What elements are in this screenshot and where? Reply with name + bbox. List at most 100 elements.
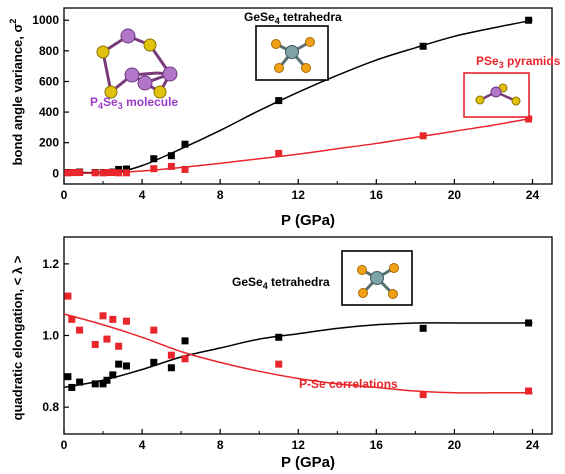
- y-tick-label: 800: [39, 44, 59, 58]
- bottom-y-ticks: 0.8 1.0 1.2: [42, 257, 69, 414]
- bottom-y-axis-label: quadratic elongation, < λ >: [10, 255, 25, 420]
- series-2-point: [122, 169, 130, 177]
- series-2-point: [99, 169, 107, 177]
- series-1-point: [275, 97, 283, 105]
- x-tick-label: 8: [217, 438, 224, 452]
- p4se3-molecule-label: P4Se3 molecule: [90, 95, 178, 111]
- series-2-point: [122, 317, 130, 325]
- series-2-point: [109, 315, 117, 323]
- series-2-point: [76, 169, 84, 177]
- series-1-point: [275, 333, 283, 341]
- series-2-point: [419, 391, 427, 399]
- bottom-gese4-label: GeSe4 tetrahedra: [232, 275, 330, 291]
- series-2-point: [109, 169, 117, 177]
- series-2-point: [275, 149, 283, 157]
- top-gese4-tetrahedron-image: [271, 37, 315, 73]
- series-1-point: [64, 373, 72, 381]
- bottom-fit-lines: [63, 313, 533, 394]
- series-2-point: [167, 162, 175, 170]
- x-tick-label: 4: [139, 438, 146, 452]
- series-2-point: [150, 165, 158, 173]
- p4se3-molecule-image: [96, 28, 178, 99]
- series-2-point: [525, 387, 533, 395]
- series-1-fit-line: [63, 19, 533, 174]
- series-2-fit-line: [63, 313, 533, 394]
- bottom-x-axis-label: P (GPa): [281, 454, 335, 471]
- y-tick-label: 1000: [32, 13, 59, 27]
- series-1-point: [419, 324, 427, 332]
- series-1-point: [122, 362, 130, 370]
- y-tick-label: 0: [52, 166, 59, 180]
- series-2-point: [150, 326, 158, 334]
- top-fit-lines: [63, 19, 533, 175]
- y-tick-label: 0.8: [42, 400, 59, 414]
- series-1-fit-line: [63, 322, 533, 389]
- series-2-point: [91, 340, 99, 348]
- top-y-axis-label: bond angle variance, σ2: [8, 19, 25, 166]
- series-2-point: [115, 342, 123, 350]
- series-2-point: [419, 132, 427, 140]
- series-2-fit-line: [63, 117, 533, 175]
- series-1-point: [91, 380, 99, 388]
- x-tick-label: 16: [370, 188, 384, 202]
- series-2-point: [64, 292, 72, 300]
- x-tick-label: 12: [292, 188, 306, 202]
- top-plot-frame: [63, 7, 553, 185]
- top-data-points: [64, 16, 533, 177]
- series-2-point: [181, 355, 189, 363]
- x-tick-label: 0: [61, 188, 68, 202]
- series-1-point: [122, 165, 130, 173]
- y-tick-label: 1.2: [42, 257, 59, 271]
- series-1-point: [115, 360, 123, 368]
- top-gese4-label: GeSe4 tetrahedra: [244, 10, 342, 26]
- pse3-pyramids-label: PSe3 pyramids: [476, 54, 561, 70]
- series-2-point: [103, 169, 111, 177]
- x-tick-label: 20: [448, 438, 462, 452]
- bottom-x-ticks: 0 4 8 12 16 20 24: [61, 429, 540, 452]
- top-x-axis-label: P (GPa): [281, 212, 335, 229]
- series-2-point: [115, 169, 123, 177]
- y-tick-label: 200: [39, 136, 59, 150]
- x-tick-label: 24: [526, 188, 540, 202]
- series-1-point: [99, 380, 107, 388]
- x-tick-label: 16: [370, 438, 384, 452]
- series-1-point: [109, 371, 117, 379]
- series-2-point: [103, 335, 111, 343]
- x-tick-label: 20: [448, 188, 462, 202]
- series-1-point: [181, 140, 189, 148]
- series-2-point: [525, 115, 533, 123]
- series-2-point: [68, 315, 76, 323]
- series-1-point: [525, 319, 533, 327]
- series-1-point: [68, 383, 76, 391]
- series-2-point: [275, 360, 283, 368]
- y-tick-label: 600: [39, 74, 59, 88]
- series-1-point: [76, 378, 84, 386]
- series-1-point: [103, 376, 111, 384]
- series-1-point: [167, 364, 175, 372]
- series-1-point: [419, 42, 427, 50]
- series-2-point: [76, 326, 84, 334]
- series-1-point: [181, 337, 189, 345]
- x-tick-label: 8: [217, 188, 224, 202]
- x-tick-label: 4: [139, 188, 146, 202]
- x-tick-label: 12: [292, 438, 306, 452]
- series-2-point: [91, 169, 99, 177]
- x-tick-label: 0: [61, 438, 68, 452]
- top-x-ticks: 0 4 8 12 16 20 24: [61, 179, 540, 202]
- y-tick-label: 1.0: [42, 329, 59, 343]
- series-1-point: [167, 152, 175, 160]
- bottom-gese4-tetrahedron-image: [357, 263, 399, 299]
- series-1-point: [525, 16, 533, 24]
- bottom-data-points: [64, 292, 533, 399]
- series-2-point: [181, 165, 189, 173]
- pse-correlations-label: P-Se correlations: [299, 377, 398, 391]
- pse3-pyramid-image: [475, 83, 521, 106]
- series-2-point: [64, 169, 72, 177]
- top-panel: 0 4 8 12 16 20 24 0 200 400 600 800 1000 P (GPa) bo…: [8, 7, 561, 229]
- x-tick-label: 24: [526, 438, 540, 452]
- bottom-panel: 0 4 8 12 16 20 24 0.8 1.0 1.2 P (GPa) quadratic …: [10, 236, 553, 471]
- series-2-point: [167, 351, 175, 359]
- series-1-point: [150, 155, 158, 163]
- series-1-point: [150, 358, 158, 366]
